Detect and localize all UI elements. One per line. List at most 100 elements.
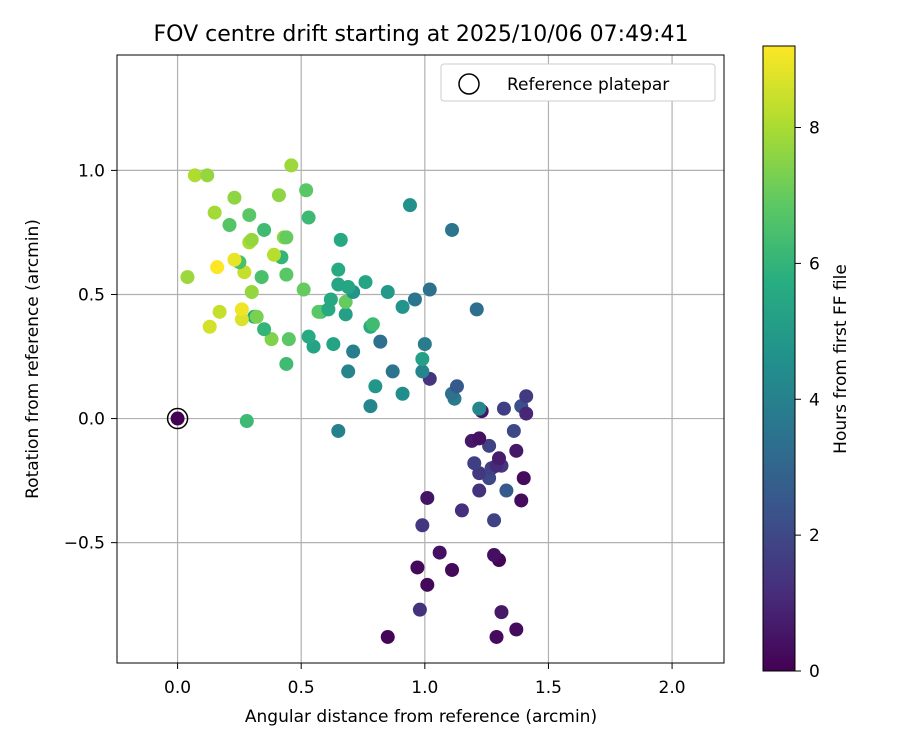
data-point bbox=[519, 406, 534, 421]
data-point bbox=[244, 232, 259, 247]
data-point bbox=[380, 284, 395, 299]
data-point bbox=[516, 471, 531, 486]
data-point bbox=[514, 493, 529, 508]
data-point bbox=[296, 282, 311, 297]
data-point bbox=[449, 379, 464, 394]
data-point bbox=[373, 334, 388, 349]
data-point bbox=[487, 513, 502, 528]
data-point bbox=[341, 364, 356, 379]
data-point bbox=[422, 282, 437, 297]
plot-frame bbox=[116, 54, 725, 664]
x-tick-label: 1.5 bbox=[535, 678, 562, 698]
data-point bbox=[331, 423, 346, 438]
data-point bbox=[420, 577, 435, 592]
data-point bbox=[482, 438, 497, 453]
data-point bbox=[202, 319, 217, 334]
x-axis-label: Angular distance from reference (arcmin) bbox=[245, 707, 597, 727]
data-point bbox=[472, 401, 487, 416]
data-point bbox=[187, 168, 202, 183]
x-axis: 0.0 0.5 1.0 1.5 2.0 bbox=[164, 663, 686, 698]
data-point bbox=[200, 168, 215, 183]
grid bbox=[117, 55, 724, 663]
data-point bbox=[279, 356, 294, 371]
colorbar-tick-label: 4 bbox=[809, 390, 820, 410]
y-tick-label: 1.0 bbox=[78, 161, 105, 181]
data-point bbox=[239, 414, 254, 429]
data-point bbox=[358, 275, 373, 290]
data-point bbox=[212, 304, 227, 319]
colorbar-tick-label: 6 bbox=[809, 254, 820, 274]
y-axis: −0.5 0.0 0.5 1.0 bbox=[64, 161, 117, 554]
data-point bbox=[331, 262, 346, 277]
colorbar-tick-label: 0 bbox=[809, 662, 820, 682]
x-tick-label: 0.5 bbox=[288, 678, 315, 698]
x-tick-label: 2.0 bbox=[659, 678, 686, 698]
data-point bbox=[487, 548, 502, 563]
data-points bbox=[166, 158, 534, 644]
data-point bbox=[380, 629, 395, 644]
data-point bbox=[489, 629, 504, 644]
data-point bbox=[445, 562, 460, 577]
data-point bbox=[170, 411, 185, 426]
data-point bbox=[432, 545, 447, 560]
y-axis-label: Rotation from reference (arcmin) bbox=[23, 219, 43, 499]
x-tick-label: 1.0 bbox=[411, 678, 438, 698]
data-point bbox=[338, 294, 353, 309]
data-point bbox=[301, 329, 316, 344]
data-point bbox=[519, 389, 534, 404]
data-point bbox=[506, 423, 521, 438]
data-point bbox=[338, 307, 353, 322]
data-point bbox=[331, 277, 346, 292]
data-point bbox=[279, 230, 294, 245]
data-point bbox=[494, 605, 509, 620]
data-point bbox=[267, 247, 282, 262]
data-point bbox=[454, 503, 469, 518]
data-point bbox=[242, 208, 257, 223]
data-point bbox=[346, 344, 361, 359]
reference-marker-icon bbox=[458, 73, 480, 95]
colorbar-gradient bbox=[762, 45, 796, 672]
colorbar-label: Hours from first FF file bbox=[831, 264, 851, 454]
data-point bbox=[299, 183, 314, 198]
data-point bbox=[407, 292, 422, 307]
colorbar-tick-label: 8 bbox=[809, 119, 820, 139]
y-tick-label: −0.5 bbox=[64, 534, 105, 554]
data-point bbox=[472, 483, 487, 498]
data-point bbox=[472, 431, 487, 446]
data-point bbox=[234, 302, 249, 317]
data-point bbox=[420, 490, 435, 505]
data-point bbox=[496, 401, 511, 416]
data-point bbox=[402, 198, 417, 213]
data-point bbox=[222, 217, 237, 232]
data-point bbox=[180, 270, 195, 285]
legend: Reference platepar bbox=[440, 63, 716, 102]
legend-label: Reference platepar bbox=[507, 75, 669, 95]
data-point bbox=[467, 456, 482, 471]
data-point bbox=[492, 451, 507, 466]
colorbar-ticks: 0 2 4 6 8 bbox=[795, 119, 820, 682]
data-point bbox=[445, 222, 460, 237]
data-point bbox=[279, 267, 294, 282]
data-point bbox=[415, 518, 430, 533]
data-point bbox=[368, 379, 383, 394]
data-point bbox=[363, 399, 378, 414]
data-point bbox=[469, 302, 484, 317]
data-point bbox=[395, 386, 410, 401]
data-point bbox=[395, 299, 410, 314]
data-point bbox=[415, 352, 430, 366]
data-point bbox=[509, 622, 524, 637]
data-point bbox=[415, 364, 430, 379]
data-point bbox=[234, 312, 249, 327]
data-point bbox=[257, 222, 272, 237]
legend-box bbox=[440, 63, 716, 102]
reference-point-ring bbox=[166, 407, 189, 430]
data-point bbox=[323, 292, 338, 307]
data-point bbox=[227, 190, 242, 205]
y-tick-label: 0.0 bbox=[78, 410, 105, 430]
data-point bbox=[254, 270, 269, 285]
data-point bbox=[412, 602, 427, 617]
data-point bbox=[271, 188, 286, 203]
data-point bbox=[365, 317, 380, 332]
data-point bbox=[210, 260, 225, 275]
